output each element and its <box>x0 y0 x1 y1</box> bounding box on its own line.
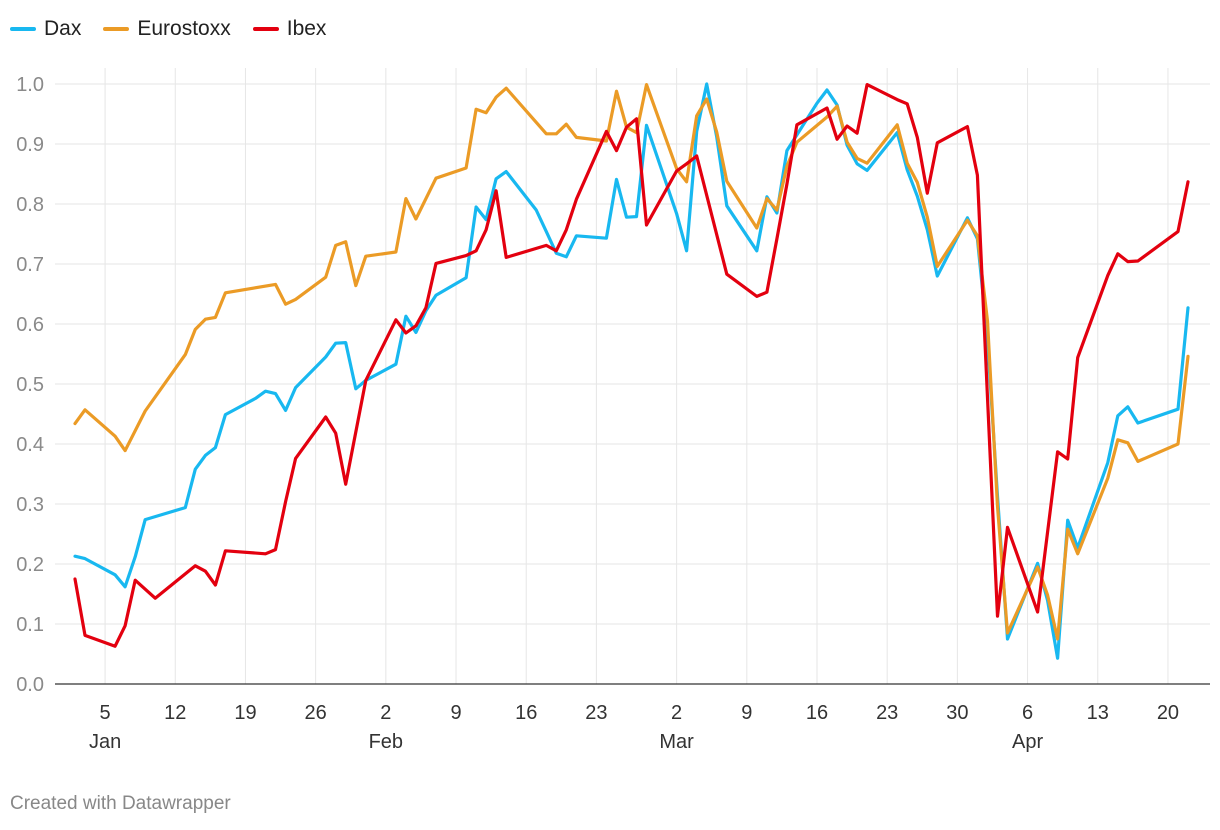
x-tick-label: 6 <box>1022 702 1033 724</box>
legend-item-ibex: Ibex <box>252 17 327 41</box>
x-month-label: Jan <box>89 731 121 753</box>
x-tick-label: 5 <box>100 702 111 724</box>
legend-swatch-dax <box>10 27 36 31</box>
credit-text: Created with Datawrapper <box>10 793 231 814</box>
legend-label-eurostoxx: Eurostoxx <box>137 17 231 40</box>
y-tick-label: 0.5 <box>16 374 44 396</box>
y-tick-label: 0.6 <box>16 314 44 336</box>
y-tick-label: 0.1 <box>16 614 44 636</box>
x-tick-label: 12 <box>164 702 186 724</box>
x-tick-label: 9 <box>741 702 752 724</box>
legend-label-dax: Dax <box>44 17 82 40</box>
y-tick-label: 0.8 <box>16 194 44 216</box>
series-line-ibex <box>73 82 1190 648</box>
y-tick-label: 0.9 <box>16 134 44 156</box>
x-tick-label: 16 <box>515 702 537 724</box>
x-tick-label: 19 <box>234 702 256 724</box>
y-tick-label: 0.0 <box>16 674 44 696</box>
x-tick-label: 13 <box>1087 702 1109 724</box>
x-tick-label: 16 <box>806 702 828 724</box>
x-month-label: Mar <box>659 731 694 753</box>
x-month-label: Apr <box>1012 731 1043 753</box>
y-tick-label: 0.2 <box>16 554 44 576</box>
x-tick-label: 2 <box>380 702 391 724</box>
line-chart: 0.0 0.1 0.2 0.3 0.4 0.5 0.6 0.7 0.8 0.9 1.0 5 Jan 12 1… <box>16 68 1210 753</box>
x-tick-label: 23 <box>585 702 607 724</box>
series-line-dax <box>73 82 1190 660</box>
y-tick-label: 0.4 <box>16 434 44 456</box>
series-line-eurostoxx <box>73 82 1190 641</box>
y-tick-label: 1.0 <box>16 74 44 96</box>
legend-swatch-ibex <box>252 27 279 31</box>
x-month-label: Feb <box>369 731 403 753</box>
y-tick-label: 0.3 <box>16 494 44 516</box>
x-tick-label: 9 <box>450 702 461 724</box>
legend-label-ibex: Ibex <box>286 17 327 40</box>
legend-item-eurostoxx: Eurostoxx <box>103 17 231 41</box>
y-tick-label: 0.7 <box>16 254 44 276</box>
x-tick-label: 2 <box>671 702 682 724</box>
x-tick-label: 30 <box>946 702 968 724</box>
x-tick-label: 23 <box>876 702 898 724</box>
x-tick-label: 20 <box>1157 702 1179 724</box>
x-tick-label: 26 <box>305 702 327 724</box>
chart-legend: Dax Eurostoxx Ibex <box>10 14 348 44</box>
legend-swatch-eurostoxx <box>103 27 130 31</box>
legend-item-dax: Dax <box>10 17 81 41</box>
